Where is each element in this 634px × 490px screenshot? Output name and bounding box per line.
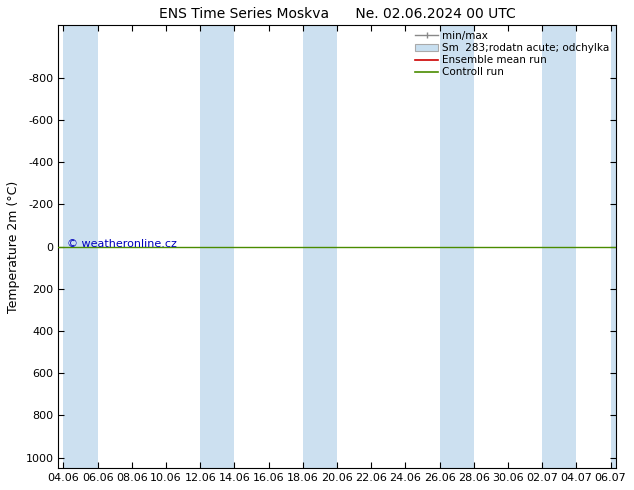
Bar [303, 25, 337, 468]
Bar [200, 25, 235, 468]
Bar [63, 25, 98, 468]
Y-axis label: Temperature 2m (°C): Temperature 2m (°C) [7, 180, 20, 313]
Text: © weatheronline.cz: © weatheronline.cz [67, 239, 177, 249]
Legend: min/max, Sm  283;rodatn acute; odchylka, Ensemble mean run, Controll run: min/max, Sm 283;rodatn acute; odchylka, … [411, 27, 614, 81]
Bar [611, 25, 634, 468]
Bar [542, 25, 576, 468]
Title: ENS Time Series Moskva      Ne. 02.06.2024 00 UTC: ENS Time Series Moskva Ne. 02.06.2024 00… [158, 7, 515, 21]
Bar [439, 25, 474, 468]
